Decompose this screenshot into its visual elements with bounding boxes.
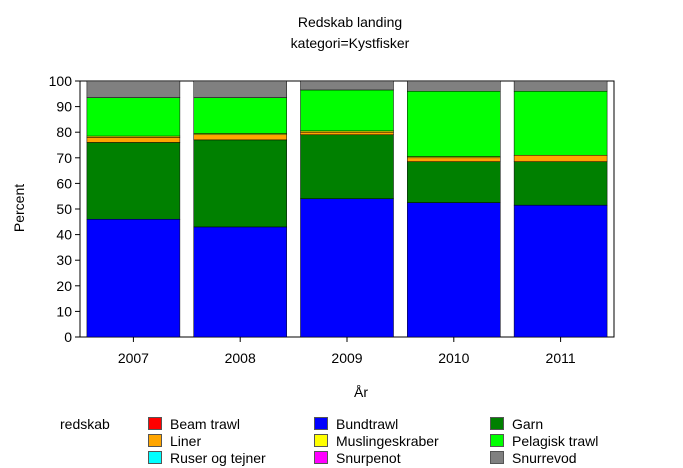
y-tick-label: 30	[56, 252, 72, 268]
legend-swatch	[314, 417, 328, 430]
y-tick-label: 50	[56, 201, 72, 217]
chart-subtitle: kategori=Kystfisker	[291, 35, 410, 51]
plot-area: 0 10 20 30 40 50 60 70 80 90 100 2007 2008 2009 2010 20…	[49, 73, 615, 366]
x-tick-label: 2008	[225, 350, 256, 366]
x-tick-label: 2009	[331, 350, 362, 366]
bar-segment	[407, 90, 501, 157]
bar-segment	[193, 226, 287, 338]
legend: redskab Beam trawl Bundtrawl Garn Liner Musl…	[60, 416, 680, 468]
legend-label: Beam trawl	[170, 416, 241, 432]
bar-segment	[193, 134, 287, 141]
bar-segment	[407, 202, 501, 338]
bar-segment	[86, 218, 181, 338]
legend-label: Ruser og tejner	[170, 450, 266, 466]
bar-segment	[407, 161, 501, 203]
x-tick-label: 2007	[118, 350, 149, 366]
y-tick-label: 10	[56, 303, 72, 319]
bar-segment	[86, 97, 181, 137]
bar-segment	[300, 89, 394, 132]
x-tick-label: 2011	[546, 350, 576, 366]
legend-label: Snurpenot	[336, 450, 401, 466]
legend-swatch	[148, 417, 162, 430]
legend-label: Snurrevod	[512, 450, 577, 466]
chart-title: Redskab landing	[298, 14, 402, 30]
y-axis-label: Percent	[11, 184, 27, 232]
bar-segment	[300, 198, 394, 338]
bar-segment	[86, 137, 181, 143]
bar-segment	[407, 157, 501, 162]
bar-segment	[193, 139, 287, 228]
y-tick-label: 100	[49, 73, 73, 89]
legend-label: Pelagisk trawl	[512, 433, 599, 449]
legend-swatch	[314, 434, 328, 447]
y-tick-label: 80	[56, 124, 72, 140]
y-tick-label: 90	[56, 99, 72, 115]
y-tick-label: 20	[56, 278, 72, 294]
legend-swatch	[148, 434, 162, 447]
bar-segment	[300, 134, 394, 200]
legend-swatch	[490, 434, 504, 447]
y-tick-label: 0	[64, 329, 72, 345]
bar-segment	[86, 80, 181, 98]
chart-canvas: Redskab landing kategori=Kystfisker Perc…	[11, 14, 615, 400]
legend-label: Muslingeskraber	[336, 433, 439, 449]
legend-swatch	[490, 451, 504, 464]
legend-swatch	[148, 451, 162, 464]
bar-segment	[513, 204, 608, 338]
bar-segment	[193, 80, 287, 98]
bar-segment	[86, 142, 181, 220]
legend-title: redskab	[60, 416, 110, 432]
y-tick-label: 60	[56, 175, 72, 191]
bar-segment	[513, 80, 608, 92]
bar-segment	[513, 154, 608, 162]
bar-segment	[407, 80, 501, 92]
legend-swatch	[314, 451, 328, 464]
y-tick-label: 70	[56, 150, 72, 166]
y-tick-label: 40	[56, 227, 72, 243]
bar-segment	[193, 97, 287, 134]
legend-swatch	[490, 417, 504, 430]
bar-segment	[300, 131, 394, 136]
bar-segment	[513, 161, 608, 206]
legend-label: Liner	[170, 433, 202, 449]
legend-label: Bundtrawl	[336, 416, 399, 432]
legend-label: Garn	[512, 416, 544, 432]
bar-segment	[513, 90, 608, 156]
x-tick-label: 2010	[438, 350, 469, 366]
bar-segment	[300, 80, 394, 91]
x-axis-label: År	[354, 384, 368, 400]
